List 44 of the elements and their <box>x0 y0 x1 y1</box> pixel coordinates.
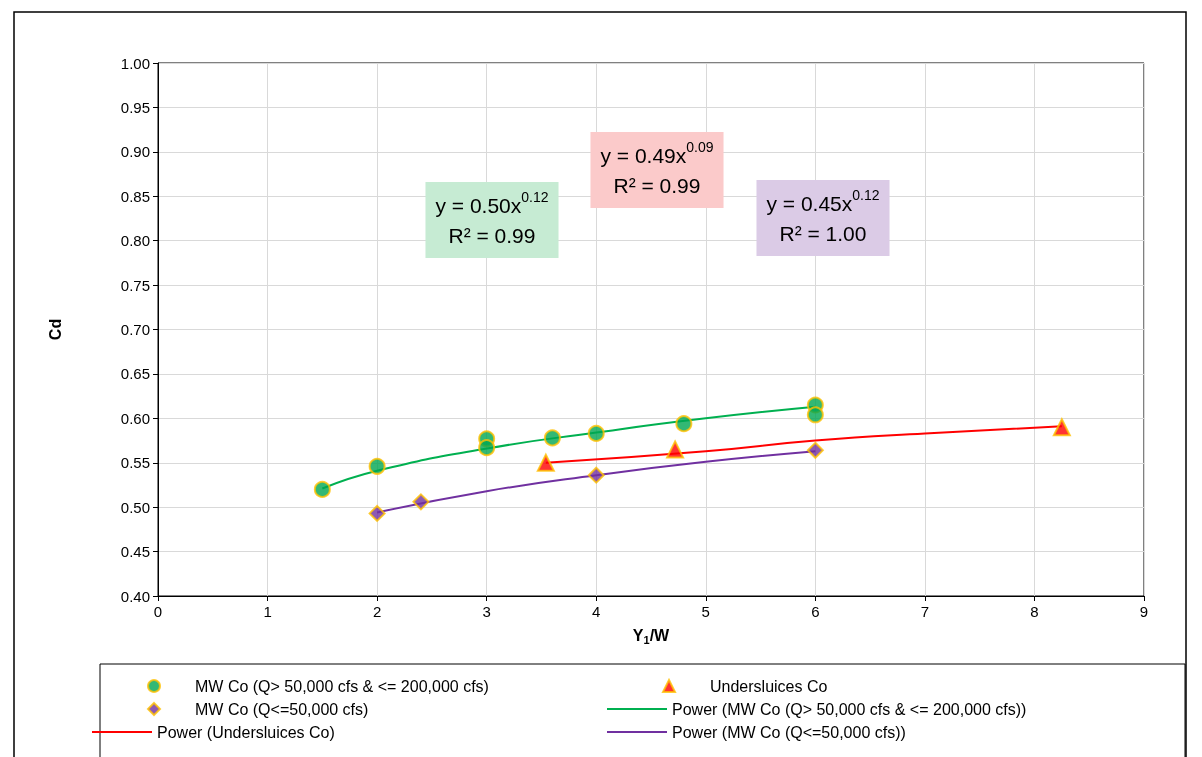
point <box>587 466 605 484</box>
x-tick-label: 9 <box>1139 603 1149 620</box>
y-axis-title: Cd <box>46 318 64 341</box>
point <box>806 441 824 459</box>
point <box>536 453 555 472</box>
y-tick-label: 0.85 <box>120 187 150 205</box>
y-tick-label: 0.80 <box>120 232 150 250</box>
y-tick-label: 0.50 <box>120 498 150 516</box>
y-tick-label: 1.00 <box>120 54 150 72</box>
x-tick-label: 3 <box>482 603 491 620</box>
y-tick-label: 0.70 <box>120 321 150 338</box>
x-tick-label: 7 <box>920 603 930 620</box>
x-tick-label: 5 <box>701 603 710 620</box>
point <box>478 439 496 457</box>
y-tick-label: 0.90 <box>120 143 150 161</box>
y-tick-label: 0.45 <box>120 543 150 561</box>
x-tick-label: 2 <box>372 603 382 620</box>
point <box>313 480 331 498</box>
y-tick-label: 0.60 <box>120 409 150 427</box>
x-tick-label: 4 <box>592 603 601 620</box>
x-tick-label: 8 <box>1030 603 1039 620</box>
point <box>587 424 605 442</box>
point <box>675 415 693 433</box>
legend-label: Power (Undersluices Co) <box>157 723 335 741</box>
y-tick-label: 0.40 <box>120 587 150 605</box>
point <box>1052 418 1071 437</box>
legend-label: MW Co (Q> 50,000 cfs & <= 200,000 cfs) <box>195 677 489 695</box>
point <box>368 457 386 475</box>
y-tick-label: 0.95 <box>120 98 150 116</box>
y-tick-label: 0.75 <box>120 276 150 294</box>
point <box>666 440 685 459</box>
y-tick-label: 0.55 <box>120 454 150 472</box>
x-tick-label: 0 <box>153 603 163 620</box>
point <box>368 504 386 522</box>
legend-label: Undersluices Co <box>710 677 828 695</box>
point <box>543 429 561 447</box>
legend-label: Power (MW Co (Q<=50,000 cfs)) <box>672 723 906 741</box>
y-tick-label: 0.65 <box>120 365 150 383</box>
x-tick-label: 6 <box>811 603 820 620</box>
legend-label: MW Co (Q<=50,000 cfs) <box>195 700 369 718</box>
point <box>806 406 824 424</box>
x-tick-label: 1 <box>263 603 272 620</box>
point <box>412 493 430 511</box>
legend-label: Power (MW Co (Q> 50,000 cfs & <= 200,000 cfs)) <box>672 700 1027 718</box>
